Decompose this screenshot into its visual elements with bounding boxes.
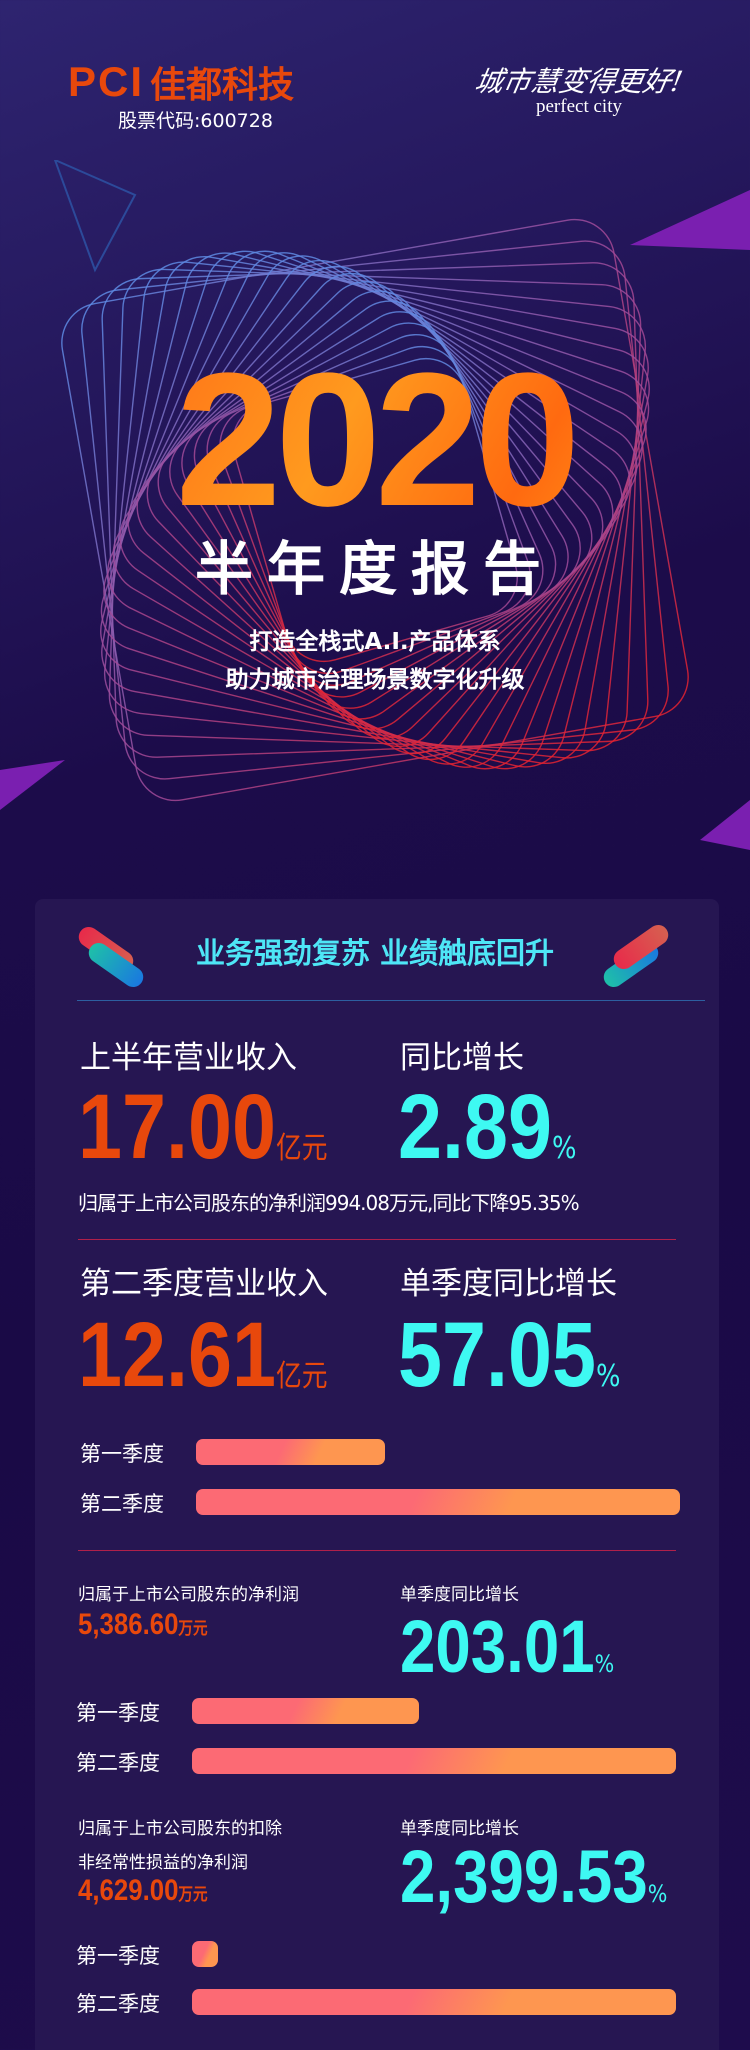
deducted-growth-value: 2,399.53 [400, 1835, 648, 1918]
slogan: 城市慧变得更好! perfect city [464, 60, 694, 118]
q2-revenue-unit: 亿元 [276, 1359, 328, 1394]
spiral-line [232, 357, 518, 663]
spiral-line [136, 272, 614, 748]
profit-label: 归属于上市公司股东的净利润 [78, 1585, 299, 1605]
bar-label: 第二季度 [80, 1492, 164, 1516]
spiral-line [146, 281, 604, 739]
triangle-decoration [0, 760, 65, 810]
report-year: 2020 [0, 345, 750, 535]
percent-sign: % [551, 1131, 577, 1166]
spiral-line [101, 255, 649, 765]
spiral-line [181, 311, 569, 709]
q2-revenue-value: 12.61 [78, 1304, 277, 1406]
divider [78, 1550, 676, 1551]
logo-mark: PCI [68, 58, 145, 105]
deducted-unit: 万元 [178, 1885, 208, 1904]
spiral-line [108, 268, 642, 752]
spiral-line [103, 250, 647, 770]
deducted-label-1: 归属于上市公司股东的扣除 [78, 1819, 282, 1839]
profit-bar-q1 [192, 1698, 419, 1724]
company-logo: PCI 佳都科技 [68, 56, 294, 108]
stock-code: 股票代码:600728 [118, 110, 273, 132]
spiral-line [103, 261, 647, 759]
q2-growth-value: 57.05 [398, 1304, 597, 1406]
spiral-line [206, 334, 544, 686]
percent-sign: % [596, 1359, 621, 1394]
report-title: 半年度报告 [194, 535, 555, 603]
slogan-cn: 城市慧变得更好! [472, 65, 686, 98]
deducted-bar-q2 [192, 1989, 676, 2015]
h1-growth-label: 同比增长 [400, 1040, 524, 1076]
spiral-line [107, 252, 643, 768]
spiral-line [100, 252, 650, 768]
profit-value-number: 5,386.60 [78, 1608, 179, 1641]
spiral-decoration [0, 160, 750, 850]
q2-revenue: 12.61亿元 [78, 1309, 368, 1426]
profit-value: 5,386.60万元 [78, 1608, 229, 1642]
spiral-line [81, 240, 669, 780]
q2-revenue-bar-q2 [196, 1489, 680, 1515]
results-card [35, 899, 719, 2050]
q2-revenue-label: 第二季度营业收入 [80, 1266, 328, 1302]
spiral-line [169, 300, 581, 720]
h1-revenue-value: 17.00 [78, 1076, 277, 1178]
profit-bar-q2 [192, 1748, 676, 1774]
spiral-line [193, 322, 557, 698]
triangle-decoration [53, 160, 137, 273]
deducted-bar-q1 [192, 1941, 218, 1967]
profit-unit: 万元 [178, 1619, 208, 1638]
bar-label: 第一季度 [80, 1442, 164, 1466]
h1-revenue-unit: 亿元 [276, 1131, 328, 1166]
h1-revenue-label: 上半年营业收入 [80, 1040, 297, 1076]
spiral-line [101, 262, 649, 758]
q2-growth: 57.05% [398, 1309, 657, 1426]
slogan-en: perfect city [536, 96, 622, 117]
q2-growth-label: 单季度同比增长 [400, 1266, 617, 1302]
h1-revenue: 17.00亿元 [78, 1081, 368, 1198]
spiral-line [112, 255, 638, 765]
percent-sign: % [647, 1880, 668, 1908]
spiral-line [157, 290, 593, 730]
spiral-line [219, 345, 531, 675]
q2-revenue-bar-q1 [196, 1439, 385, 1465]
h1-growth: 2.89% [398, 1081, 606, 1198]
profit-growth-value: 203.01 [400, 1605, 595, 1688]
spiral-line [127, 265, 623, 755]
h1-net-profit-note: 归属于上市公司股东的净利润994.08万元,同比下降95.35% [78, 1191, 580, 1215]
divider [78, 1239, 676, 1240]
profit-growth: 203.01% [400, 1610, 649, 1702]
deducted-value: 4,629.00万元 [78, 1874, 229, 1908]
bar-label: 第一季度 [76, 1701, 160, 1725]
card-heading: 业务强劲复苏 业绩触底回升 [195, 936, 555, 970]
deducted-growth: 2,399.53% [400, 1840, 711, 1932]
h1-growth-value: 2.89 [398, 1076, 552, 1178]
bar-label: 第二季度 [76, 1992, 160, 2016]
deducted-value-number: 4,629.00 [78, 1874, 179, 1907]
bar-label: 第二季度 [76, 1751, 160, 1775]
spiral-line [119, 259, 631, 761]
subtitle-2: 助力城市治理场景数字化升级 [225, 667, 525, 693]
logo-name: 佳都科技 [150, 65, 295, 106]
percent-sign: % [594, 1650, 615, 1678]
heading-divider [77, 1000, 705, 1001]
triangle-decoration [700, 800, 750, 850]
spiral-line [100, 250, 650, 770]
deducted-label-2: 非经常性损益的净利润 [78, 1853, 248, 1873]
bar-label: 第一季度 [76, 1944, 160, 1968]
triangle-decoration [630, 190, 750, 250]
deducted-growth-label: 单季度同比增长 [400, 1819, 519, 1839]
subtitle-1: 打造全栈式A.I.产品体系 [249, 629, 501, 655]
profit-growth-label: 单季度同比增长 [400, 1585, 519, 1605]
